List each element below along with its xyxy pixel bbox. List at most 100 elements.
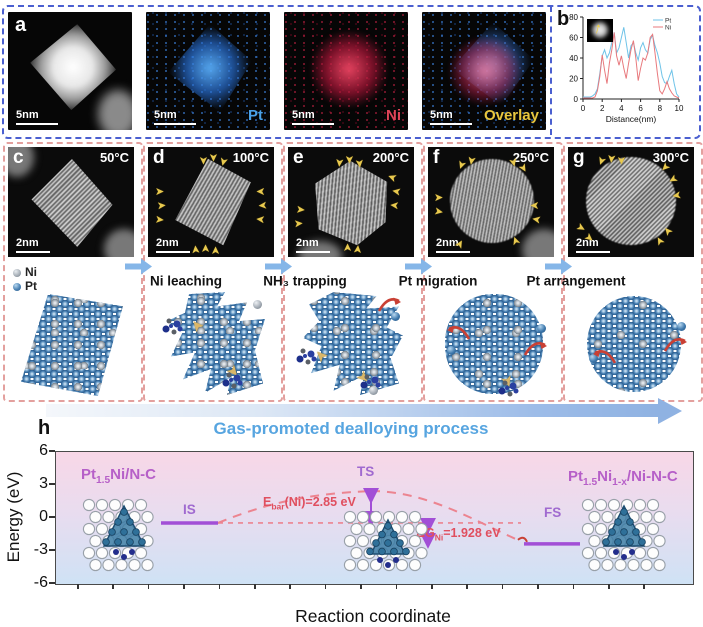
yellow-arrow-icon: ➤ <box>293 217 304 231</box>
graphene-cluster-graphic <box>581 498 666 572</box>
svg-text:6: 6 <box>638 104 643 113</box>
pt-atom-icon <box>391 312 400 321</box>
svg-text:60: 60 <box>569 33 578 42</box>
panel-letter-g: g <box>573 147 585 168</box>
column-100c: d 100°C 2nm ➤ ➤ ➤ ➤ ➤ ➤ ➤ ➤ ➤ ➤ ➤ ➤ ➤ ➤ <box>143 142 283 402</box>
x-tick-mark <box>218 584 221 589</box>
curved-arrow-icon <box>523 338 549 363</box>
right-arrow-icon <box>125 258 152 275</box>
x-tick-mark <box>112 584 114 589</box>
scale-bar: 2nm <box>576 238 610 253</box>
pt-atom-icon <box>447 346 456 355</box>
pt-map-blob <box>168 24 252 112</box>
state-label-fs: FS <box>544 505 562 520</box>
panel-letter-f: f <box>433 147 440 168</box>
svg-text:Pt: Pt <box>665 18 671 25</box>
x-tick-mark <box>183 584 185 589</box>
y-tick-mark <box>49 450 55 452</box>
x-tick-mark <box>572 584 575 589</box>
pt-dot-icon <box>13 283 21 291</box>
atom-model-pt-migration <box>445 294 543 394</box>
column-250c: f 250°C 2nm ➤ ➤ ➤ ➤ ➤ ➤ ➤ ➤ ➤ ➤ ➤ <box>423 142 563 402</box>
right-arrow-icon <box>405 258 432 275</box>
panel-letter-c: c <box>13 147 24 168</box>
scale-bar: 5nm <box>292 110 334 125</box>
process-gradient-arrow <box>46 397 682 424</box>
nanoparticle-blob <box>98 90 132 130</box>
overlay-blob <box>446 34 524 108</box>
yellow-arrow-icon: ➤ <box>530 199 540 211</box>
n-c-molecule-icon <box>229 378 233 382</box>
atom-model-ni-leaching <box>167 292 265 395</box>
yellow-arrow-icon: ➤ <box>256 185 266 197</box>
ni-atom-icon <box>253 300 262 309</box>
nanoparticle-100c <box>175 158 251 246</box>
overlay-map: 5nm Overlay <box>422 12 546 130</box>
step-label-nh3-trapping: NH₃ trapping <box>263 273 347 289</box>
x-tick-mark <box>395 584 398 589</box>
yellow-arrow-icon: ➤ <box>389 198 400 212</box>
x-tick-mark <box>537 584 539 589</box>
tem-image-g: g 300°C 2nm ➤ ➤ ➤ ➤ ➤ ➤ ➤ ➤ ➤ ➤ <box>568 147 694 257</box>
x-tick-mark <box>147 584 150 589</box>
x-tick-mark <box>324 584 327 589</box>
tem-image-c: c 50°C 2nm <box>8 147 134 257</box>
ni-atom-icon <box>369 386 378 395</box>
tem-image-e: e 200°C 2nm ➤ ➤ ➤ ➤ ➤ ➤ ➤ ➤ ➤ ➤ <box>288 147 414 257</box>
yellow-arrow-icon: ➤ <box>257 198 268 212</box>
svg-text:20: 20 <box>569 74 578 83</box>
curved-arrow-icon <box>591 346 617 371</box>
x-axis-label: Reaction coordinate <box>295 606 451 626</box>
banner-text: Gas-promoted dealloying process <box>213 419 489 438</box>
yellow-arrow-icon: ➤ <box>390 184 403 198</box>
yellow-arrow-icon: ➤ <box>508 234 524 248</box>
scale-bar: 5nm <box>430 110 472 125</box>
scale-bar: 5nm <box>154 110 196 125</box>
nanoparticle-300c <box>586 157 676 245</box>
yellow-arrow-icon: ➤ <box>295 203 306 217</box>
yellow-arrow-icon: ➤ <box>530 212 543 226</box>
pt-atom-icon <box>677 322 686 331</box>
pt-atom-icon <box>589 354 598 363</box>
svg-text:80: 80 <box>569 13 578 22</box>
haadf-image: a 5nm <box>8 12 132 130</box>
column-50c: c 50°C 2nm Ni Pt <box>3 142 143 402</box>
x-tick-mark <box>254 584 256 589</box>
panel-letter-d: d <box>153 147 165 168</box>
x-tick-mark <box>466 584 468 589</box>
yellow-arrow-icon: ➤ <box>351 244 365 255</box>
y-tick-label: 0 <box>39 508 48 525</box>
atom-model-pt-arrangement <box>587 296 681 392</box>
yellow-arrow-icon: ➤ <box>255 212 266 226</box>
molecular-model-final <box>580 498 668 583</box>
neighbor-particle-blob <box>522 229 554 257</box>
n-c-molecule-icon <box>505 386 509 390</box>
nanoparticle-200c <box>315 160 388 246</box>
svg-text:10: 10 <box>675 104 684 113</box>
eds-panel-box <box>2 5 701 139</box>
yellow-arrow-icon: ➤ <box>386 169 399 185</box>
right-arrow-icon <box>265 258 292 275</box>
curved-arrow-icon <box>663 334 689 359</box>
ni-map-blob <box>308 28 390 110</box>
scale-bar: 2nm <box>436 238 470 253</box>
yellow-arrow-icon: ➤ <box>156 199 167 213</box>
molecular-model-transition <box>342 510 434 587</box>
tem-image-d: d 100°C 2nm ➤ ➤ ➤ ➤ ➤ ➤ ➤ ➤ ➤ ➤ ➤ ➤ <box>148 147 274 257</box>
nanoparticle-250c <box>450 159 534 243</box>
svg-text:Ni: Ni <box>665 25 671 32</box>
y-tick-mark <box>49 483 55 485</box>
y-tick-label: -3 <box>33 541 48 558</box>
svg-text:40: 40 <box>569 54 578 63</box>
pt-atom-icon <box>537 324 546 333</box>
column-200c: e 200°C 2nm ➤ ➤ ➤ ➤ ➤ ➤ ➤ ➤ ➤ ➤ ➤ ➤ <box>283 142 423 402</box>
panel-letter-h: h <box>38 417 51 439</box>
yellow-arrow-icon: ➤ <box>154 213 165 227</box>
state-label-is: IS <box>183 502 196 517</box>
energy-diagram-plot: Pt1.5Ni/N-C Pt1.5Ni1-x/Ni-N-C IS TS FS E… <box>55 451 694 585</box>
line-scan-chart: b ↑ 0 20 40 60 80 0 2 4 6 8 10 Distance(nm) Pt Ni <box>556 7 696 133</box>
yellow-arrow-icon: ➤ <box>671 188 683 202</box>
yellow-arrow-icon: ➤ <box>615 155 628 166</box>
svg-text:2: 2 <box>600 104 605 113</box>
